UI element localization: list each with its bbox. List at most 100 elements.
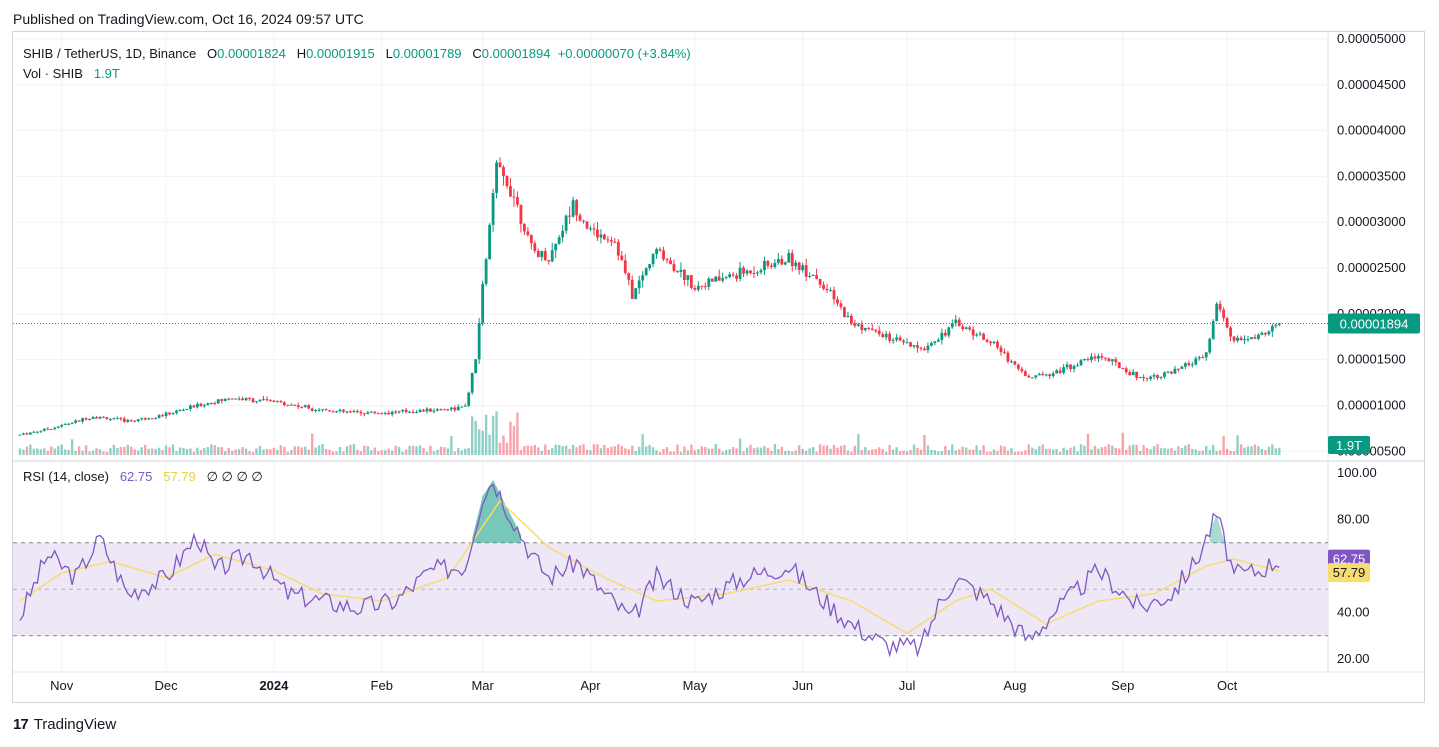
candle-body bbox=[220, 399, 224, 401]
candle-body bbox=[1173, 368, 1177, 374]
volume-bar bbox=[460, 450, 463, 455]
volume-bar bbox=[244, 448, 248, 455]
volume-bar bbox=[1125, 449, 1128, 455]
volume-bar bbox=[471, 416, 474, 455]
candle-body bbox=[888, 333, 892, 341]
price-tick-label: 0.00003500 bbox=[1337, 168, 1406, 183]
volume-bar bbox=[36, 448, 39, 455]
candle-body bbox=[1103, 357, 1107, 359]
candle-body bbox=[909, 342, 912, 347]
candle-body bbox=[1187, 363, 1191, 366]
volume-bar bbox=[213, 445, 216, 455]
candle-body bbox=[175, 410, 178, 414]
candle-body bbox=[460, 406, 464, 408]
volume-bar bbox=[283, 446, 286, 455]
volume-bar bbox=[912, 444, 916, 455]
candle-body bbox=[658, 249, 662, 251]
last-volume-badge[interactable] bbox=[1328, 436, 1370, 454]
candle-body bbox=[919, 347, 923, 349]
candle-body bbox=[1083, 358, 1086, 361]
candle-body bbox=[206, 403, 210, 406]
volume-bar bbox=[1065, 449, 1069, 455]
volume-bar bbox=[610, 446, 613, 455]
volume-bar bbox=[714, 444, 717, 455]
candle-body bbox=[241, 398, 245, 401]
rsi-overbought-fill bbox=[1209, 514, 1228, 543]
volume-bar bbox=[227, 447, 230, 455]
volume-bar bbox=[293, 446, 296, 455]
candle-body bbox=[1016, 364, 1020, 369]
candle-body bbox=[265, 399, 269, 401]
volume-bar bbox=[234, 449, 237, 455]
candle-body bbox=[404, 409, 408, 413]
candle-body bbox=[223, 398, 227, 401]
volume-bar bbox=[397, 446, 401, 455]
volume-bar bbox=[477, 429, 481, 455]
candle-body bbox=[470, 372, 474, 393]
candle-body bbox=[714, 276, 718, 282]
volume-bar bbox=[63, 449, 67, 455]
volume-bar bbox=[707, 448, 710, 455]
candle-body bbox=[933, 341, 937, 343]
time-tick-label: Sep bbox=[1111, 678, 1134, 693]
candle-body bbox=[769, 265, 773, 267]
volume-bar bbox=[418, 445, 422, 455]
candle-body bbox=[1166, 371, 1170, 373]
volume-bar bbox=[916, 447, 919, 455]
candle-body bbox=[317, 409, 321, 411]
candle-body bbox=[790, 253, 794, 267]
volume-bar bbox=[599, 448, 603, 455]
last-price-badge[interactable] bbox=[1328, 313, 1420, 334]
volume-bar bbox=[589, 450, 592, 455]
candle-body bbox=[703, 286, 707, 288]
volume-bar bbox=[1246, 446, 1250, 455]
candle-body bbox=[620, 255, 624, 261]
volume-bar bbox=[603, 444, 606, 455]
candle-body bbox=[1274, 324, 1278, 326]
volume-bar bbox=[804, 450, 808, 455]
volume-bar bbox=[780, 446, 784, 455]
volume-bar bbox=[846, 450, 850, 455]
candle-body bbox=[467, 392, 471, 406]
candle-body bbox=[717, 276, 721, 281]
candle-body bbox=[1076, 365, 1079, 367]
volume-bar bbox=[307, 449, 310, 455]
volume-bar bbox=[606, 448, 610, 455]
candle-body bbox=[794, 262, 798, 267]
candle-body bbox=[1138, 377, 1142, 379]
volume-bar bbox=[1055, 448, 1058, 455]
tradingview-footer[interactable]: 17 TradingView bbox=[13, 716, 116, 733]
volume-bar bbox=[1128, 445, 1131, 455]
candle-body bbox=[262, 399, 265, 401]
candle-body bbox=[164, 412, 168, 417]
candle-body bbox=[342, 409, 345, 412]
candle-body bbox=[905, 342, 909, 344]
candle-body bbox=[686, 275, 690, 280]
volume-label[interactable]: Vol · SHIB bbox=[23, 66, 83, 81]
candle-body bbox=[95, 416, 98, 419]
volume-bar bbox=[690, 444, 693, 455]
candle-body bbox=[644, 268, 648, 276]
volume-bar bbox=[992, 449, 996, 455]
candle-body bbox=[787, 253, 791, 263]
candle-body bbox=[606, 239, 610, 241]
rsi-label[interactable]: RSI (14, close) bbox=[23, 469, 109, 484]
rsi-ma-badge[interactable] bbox=[1328, 563, 1370, 583]
candle-body bbox=[961, 326, 965, 330]
candle-body bbox=[735, 275, 738, 279]
candle-body bbox=[484, 259, 488, 284]
rsi-extra-values: ∅ ∅ ∅ ∅ bbox=[206, 469, 263, 484]
candle-body bbox=[140, 418, 144, 420]
candle-body bbox=[91, 416, 95, 419]
candle-body bbox=[655, 249, 658, 255]
candle-body bbox=[1152, 375, 1156, 377]
candle-body bbox=[529, 235, 533, 244]
symbol-label[interactable]: SHIB / TetherUS, 1D, Binance bbox=[23, 46, 197, 61]
volume-bar bbox=[439, 446, 443, 455]
volume-bar bbox=[898, 451, 902, 455]
candle-body bbox=[943, 332, 947, 336]
candle-body bbox=[397, 411, 401, 413]
candle-body bbox=[554, 243, 558, 251]
volume-bar bbox=[1156, 444, 1159, 455]
